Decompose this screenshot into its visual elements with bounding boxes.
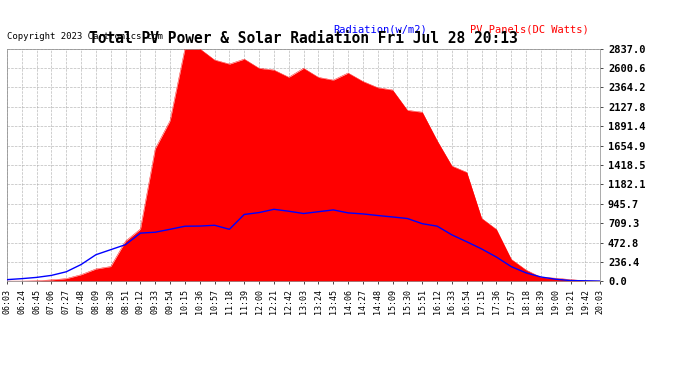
Text: Radiation(w/m2): Radiation(w/m2) — [333, 25, 427, 35]
Title: Total PV Power & Solar Radiation Fri Jul 28 20:13: Total PV Power & Solar Radiation Fri Jul… — [89, 31, 518, 46]
Text: Copyright 2023 Cartronics.com: Copyright 2023 Cartronics.com — [7, 32, 163, 41]
Text: PV Panels(DC Watts): PV Panels(DC Watts) — [470, 25, 589, 35]
